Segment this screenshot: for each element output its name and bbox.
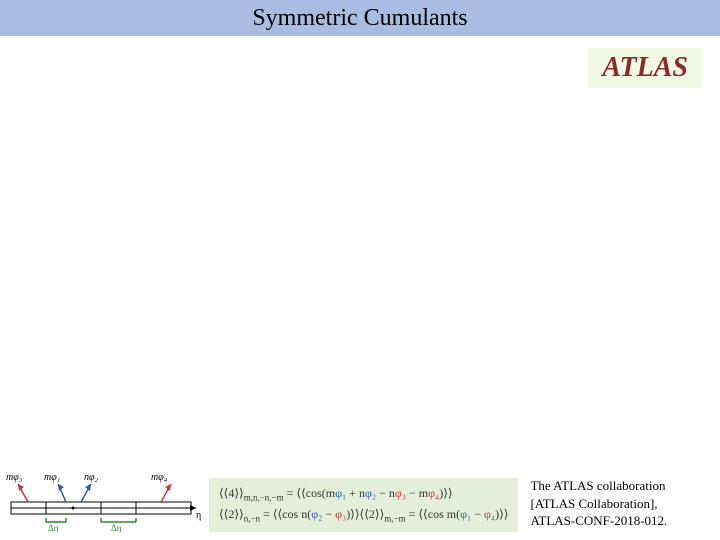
svg-text:Δη: Δη [48,523,59,532]
bottom-row: η Δη Δη mφ₃ mφ₁ [6,462,714,532]
citation: The ATLAS collaboration [ATLAS Collabora… [526,477,667,532]
svg-text:mφ₄: mφ₄ [151,472,168,483]
citation-line-2: [ATLAS Collaboration], [530,495,667,513]
formula-box: ⟨⟨4⟩⟩m,n,−n,−m = ⟨⟨cos(mφ₁ + nφ₂ − nφ₃ −… [209,478,518,532]
subevent-diagram: η Δη Δη mφ₃ mφ₁ [6,462,201,532]
svg-text:mφ₃: mφ₃ [6,472,23,483]
svg-text:η: η [196,510,201,521]
formula-line-2: ⟨⟨2⟩⟩n,−n = ⟨⟨cos n(φ₂ − φ₃)⟩⟩⟨⟨2⟩⟩m,−m … [219,505,508,526]
title-bar: Symmetric Cumulants [0,0,720,36]
svg-text:mφ₁: mφ₁ [44,472,60,483]
page-title: Symmetric Cumulants [252,5,467,32]
citation-line-1: The ATLAS collaboration [530,477,667,495]
citation-line-3: ATLAS-CONF-2018-012. [530,512,667,530]
atlas-badge: ATLAS [588,48,702,88]
diagram-svg: η Δη Δη mφ₃ mφ₁ [6,462,201,532]
formula-line-1: ⟨⟨4⟩⟩m,n,−n,−m = ⟨⟨cos(mφ₁ + nφ₂ − nφ₃ −… [219,484,508,505]
svg-text:Δη: Δη [111,523,122,532]
svg-text:nφ₂: nφ₂ [84,472,99,483]
